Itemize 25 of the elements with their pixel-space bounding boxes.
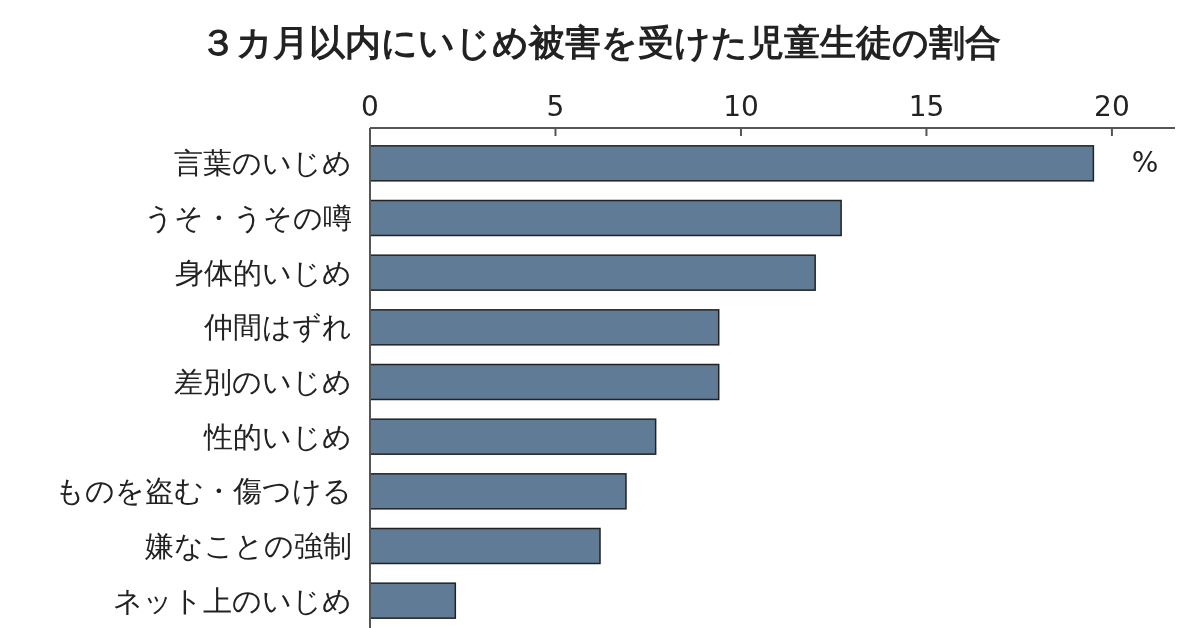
bar [369,418,657,455]
y-tick-label: 言葉のいじめ [174,146,352,181]
y-tick-label: ネット上のいじめ [113,583,352,618]
y-tick-label: 差別のいじめ [174,365,352,399]
x-axis-title: % [1131,146,1159,179]
chart-title: ３カ月以内にいじめ被害を受けた児童生徒の割合 [199,22,1001,63]
y-tick-label: ものを盗む・傷つける [55,474,352,509]
bar [369,199,842,237]
bar [369,254,816,291]
y-tick-label: 嫌なことの強制 [145,529,352,563]
x-tick-label: 0 [361,90,379,123]
y-tick-label: 仲間はずれ [204,310,352,345]
bar [369,309,720,346]
bar [369,527,601,565]
y-tick-label: うそ・うその噂 [144,201,352,235]
x-tick-label: 15 [908,90,945,123]
y-tick-label: 身体的いじめ [175,255,352,290]
bar [369,582,457,619]
bar [369,473,627,510]
bar [369,363,720,401]
x-tick-label: 20 [1094,90,1130,123]
y-tick-label: 性的いじめ [203,419,352,454]
bar [369,145,1095,182]
x-tick-label: 10 [723,90,759,123]
x-tick-label: 5 [546,90,565,123]
